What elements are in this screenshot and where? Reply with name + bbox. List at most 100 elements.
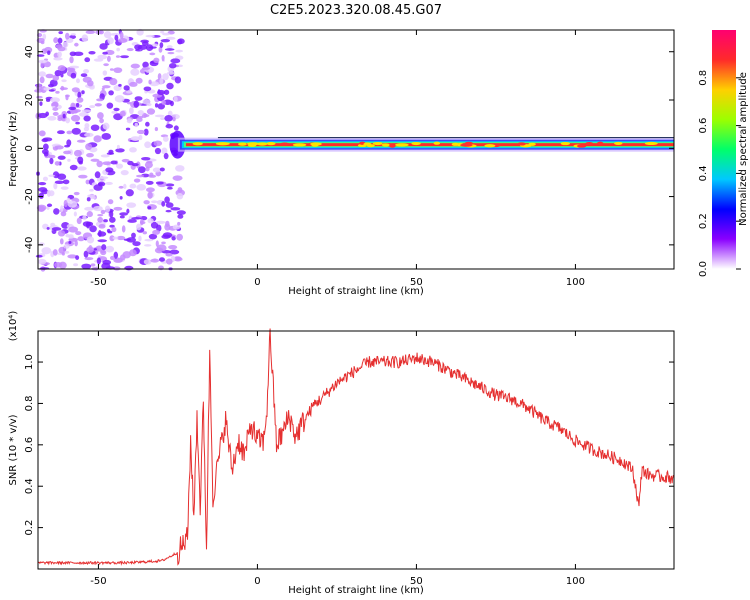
snr-x-tick-label: 100	[566, 576, 585, 587]
noise-speckle	[38, 192, 44, 199]
noise-speckle	[142, 231, 147, 235]
colorbar-tick-label: 0.6	[698, 118, 709, 134]
colorbar-tick-label: 0.8	[698, 70, 709, 86]
noise-speckle	[145, 44, 154, 51]
noise-speckle	[144, 161, 153, 169]
noise-speckle	[122, 251, 131, 259]
noise-speckle	[63, 150, 72, 155]
noise-speckle	[176, 193, 184, 200]
noise-speckle	[97, 112, 104, 119]
noise-speckle	[153, 57, 160, 63]
noise-speckle	[47, 154, 56, 159]
noise-speckle	[50, 222, 56, 227]
noise-speckle	[166, 45, 173, 49]
noise-speckle	[136, 129, 146, 135]
noise-speckle	[113, 206, 123, 211]
noise-speckle	[100, 154, 110, 158]
noise-speckle	[35, 254, 43, 258]
noise-speckle	[86, 211, 93, 218]
noise-speckle	[53, 57, 63, 61]
colorbar-tick-label: 0.2	[698, 213, 709, 229]
noise-speckle	[120, 55, 130, 59]
noise-speckle	[147, 191, 153, 199]
noise-speckle	[57, 37, 63, 44]
noise-speckle	[73, 263, 79, 267]
snr-y-tick-label: 0.2	[24, 520, 35, 536]
noise-speckle	[70, 33, 76, 36]
noise-speckle	[147, 218, 154, 224]
noise-speckle	[86, 246, 94, 253]
noise-speckle	[141, 41, 149, 47]
noise-speckle	[85, 221, 91, 229]
colorbar: 0.0 0.2 0.4 0.6 0.8 Normalized spectral ampl…	[698, 30, 749, 277]
noise-speckle	[107, 37, 114, 45]
noise-speckle	[158, 46, 163, 53]
noise-speckle	[60, 85, 65, 91]
noise-speckle	[154, 147, 162, 155]
noise-speckle	[175, 49, 183, 53]
noise-speckle	[75, 121, 80, 125]
noise-speckle	[75, 231, 82, 236]
noise-speckle	[132, 241, 141, 247]
noise-speckle	[112, 236, 119, 240]
noise-speckle	[86, 152, 94, 158]
noise-speckle	[131, 162, 139, 167]
noise-speckle	[177, 38, 185, 45]
noise-speckle	[114, 95, 125, 103]
noise-speckle	[105, 181, 113, 186]
noise-speckle	[148, 79, 152, 85]
noise-speckle	[126, 202, 137, 208]
noise-speckle	[98, 224, 106, 229]
noise-speckle	[146, 187, 155, 193]
noise-speckle	[68, 226, 79, 233]
noise-speckle	[126, 237, 137, 243]
colorbar-ticks: 0.0 0.2 0.4 0.6 0.8	[698, 70, 741, 277]
band-highlight	[395, 143, 409, 147]
noise-speckle	[97, 213, 104, 217]
colorbar-tick-label: 0.4	[698, 165, 709, 181]
noise-speckle	[89, 225, 97, 233]
band-highlight	[576, 144, 587, 148]
noise-speckle	[113, 67, 123, 74]
noise-speckle	[154, 114, 165, 118]
noise-speckle	[55, 90, 60, 94]
noise-speckle	[103, 63, 109, 67]
noise-speckle	[90, 263, 96, 267]
noise-speckle	[157, 89, 166, 96]
noise-speckle	[43, 87, 51, 91]
stable-frequency-band	[169, 130, 675, 159]
noise-speckle	[120, 169, 129, 176]
noise-speckle	[57, 230, 66, 237]
noise-speckle	[42, 33, 47, 40]
noise-speckle	[170, 207, 181, 211]
noise-speckle	[84, 123, 90, 129]
noise-speckle	[116, 235, 126, 241]
noise-speckle	[49, 157, 54, 165]
noise-speckle	[63, 244, 70, 249]
noise-speckle	[71, 87, 80, 93]
noise-speckle	[50, 97, 60, 103]
band-highlight	[248, 143, 257, 147]
spectrogram-x-tick-label: 100	[566, 277, 585, 288]
noise-speckle	[45, 98, 51, 102]
noise-speckle	[81, 263, 92, 270]
noise-speckle	[126, 47, 134, 52]
noise-speckle	[123, 85, 130, 91]
noise-speckle	[37, 258, 47, 265]
noise-speckle	[38, 130, 46, 137]
noise-speckle	[143, 114, 150, 118]
noise-speckle	[46, 189, 51, 197]
noise-speckle	[81, 90, 85, 95]
noise-speckle	[81, 109, 92, 113]
noise-speckle	[52, 249, 58, 256]
noise-speckle	[117, 38, 128, 43]
noise-speckle	[73, 51, 84, 57]
noise-speckle	[152, 167, 162, 173]
noise-speckle	[131, 217, 142, 220]
noise-speckle	[173, 125, 179, 131]
noise-speckle	[57, 65, 66, 72]
noise-speckle	[146, 108, 156, 115]
noise-speckle	[134, 44, 142, 51]
noise-speckle	[160, 30, 165, 34]
noise-speckle	[58, 246, 67, 254]
